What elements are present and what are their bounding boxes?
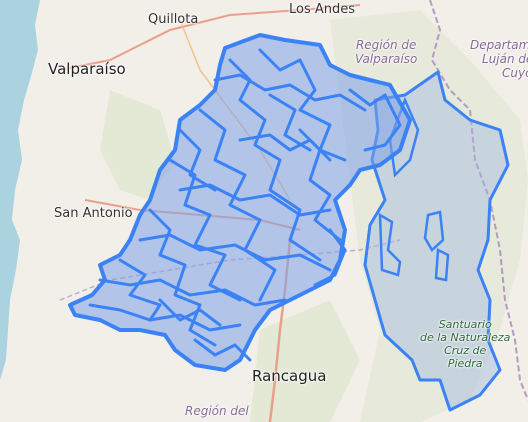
- city-label-valparaiso: Valparaíso: [48, 60, 126, 78]
- area-polygon-east[interactable]: [363, 70, 510, 412]
- area-polygon-east-inner: [423, 210, 445, 252]
- region-label-line: Valparaíso: [355, 52, 418, 66]
- route-tracks: [88, 48, 402, 362]
- region-label-line: Departam: [470, 38, 528, 52]
- city-label-los-andes: Los Andes: [289, 2, 356, 17]
- city-label-rancagua: Rancagua: [252, 367, 327, 385]
- region-label-del: Región del: [185, 404, 249, 418]
- park-label-line: Piedra: [447, 357, 483, 370]
- region-boundary: [59, 239, 401, 301]
- park-label-line: Cruz de: [444, 344, 487, 357]
- region-label-line: Cuyo: [502, 66, 528, 80]
- relief-area: [250, 300, 360, 422]
- area-polygon-east-inner: [378, 212, 402, 277]
- area-polygon-east-inner: [434, 248, 450, 282]
- region-label-valparaiso: Región de Valparaíso: [355, 38, 417, 66]
- road: [59, 4, 361, 71]
- park-label-line: de la Naturaleza: [420, 331, 511, 344]
- region-label-line: Luján de: [482, 52, 528, 66]
- relief-area: [100, 90, 175, 200]
- border-line: [429, 0, 528, 401]
- park-label-cruz-de-piedra: Santuario de la Naturaleza Cruz de Piedr…: [420, 318, 510, 370]
- area-polygon-main[interactable]: [68, 33, 412, 372]
- park-label-line: Santuario: [438, 318, 492, 331]
- city-label-san-antonio: San Antonio: [54, 206, 133, 221]
- pacific-ocean: [0, 0, 40, 380]
- city-label-quillota: Quillota: [148, 12, 199, 27]
- region-label-line: Región de: [355, 38, 417, 52]
- region-label-lujan: Departam Luján de Cuyo: [470, 38, 528, 80]
